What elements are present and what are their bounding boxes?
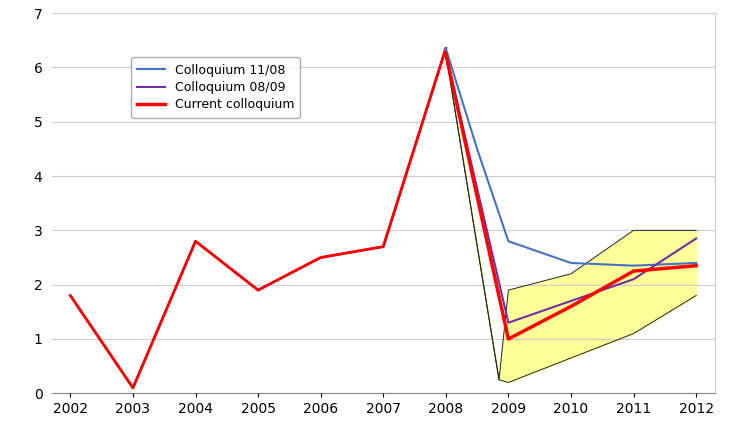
Legend: Colloquium 11/08, Colloquium 08/09, Current colloquium: Colloquium 11/08, Colloquium 08/09, Curr… bbox=[130, 57, 300, 118]
